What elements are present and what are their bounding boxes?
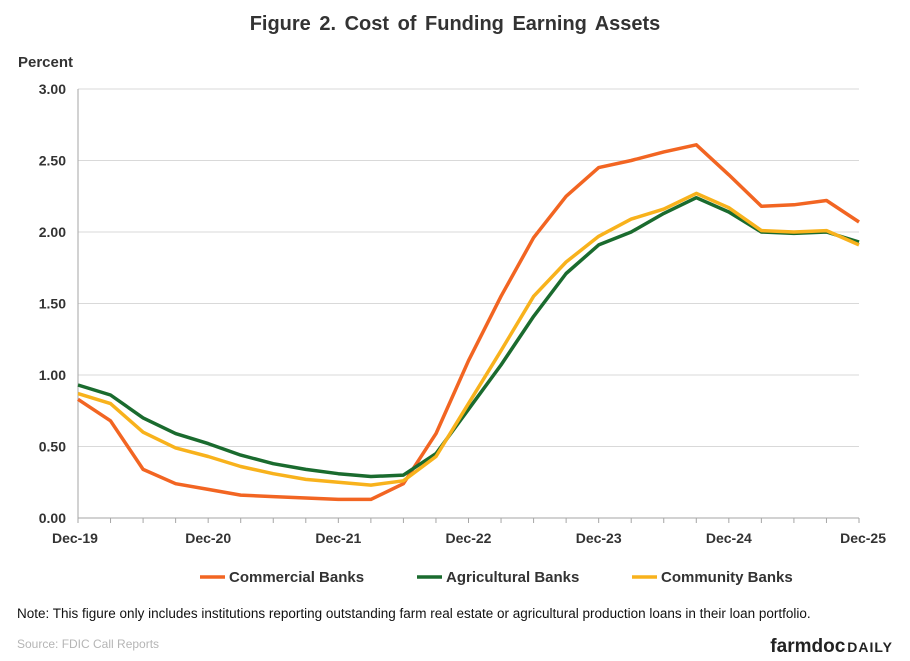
y-axis-label: Percent	[18, 54, 73, 71]
x-tick-labels: Dec-19 Dec-20 Dec-21 Dec-22 Dec-23 Dec-24 Dec-…	[52, 530, 886, 546]
y-tick-label: 0.50	[39, 439, 66, 455]
legend-label: Community Banks	[661, 569, 793, 586]
legend: Commercial Banks Agricultural Banks Commun…	[200, 569, 793, 586]
series-line-commercial-banks	[77, 143, 860, 502]
brand-part-2: DAILY	[847, 639, 893, 655]
axes	[77, 89, 860, 523]
x-tick-label: Dec-22	[446, 530, 492, 546]
legend-label: Agricultural Banks	[446, 569, 579, 586]
x-tick-label: Dec-23	[576, 530, 622, 546]
brand-part-1: farmdoc	[770, 636, 845, 657]
y-tick-label: 2.50	[39, 153, 66, 169]
x-tick-label: Dec-25	[840, 530, 886, 546]
chart-source: Source: FDIC Call Reports	[17, 637, 159, 651]
y-tick-label: 1.00	[39, 367, 66, 383]
series-line-community-banks	[77, 191, 860, 487]
x-tick-label: Dec-20	[185, 530, 231, 546]
x-tick-label: Dec-24	[706, 530, 752, 546]
gridlines	[78, 88, 859, 447]
x-tick-label: Dec-19	[52, 530, 98, 546]
x-tick-label: Dec-21	[315, 530, 361, 546]
farmdoc-daily-logo: farmdoc DAILY	[770, 636, 893, 657]
y-tick-label: 1.50	[39, 296, 66, 312]
series-line-agricultural-banks	[77, 195, 860, 479]
y-tick-label: 3.00	[39, 81, 66, 97]
y-tick-labels: 0.00 0.50 1.00 1.50 2.00 2.50 3.00	[39, 81, 66, 526]
series-lines	[77, 143, 860, 502]
chart-note: Note: This figure only includes institut…	[17, 606, 811, 621]
y-tick-label: 2.00	[39, 224, 66, 240]
chart-title: Figure 2. Cost of Funding Earning Assets	[250, 13, 661, 35]
legend-label: Commercial Banks	[229, 569, 364, 586]
y-tick-label: 0.00	[39, 510, 66, 526]
